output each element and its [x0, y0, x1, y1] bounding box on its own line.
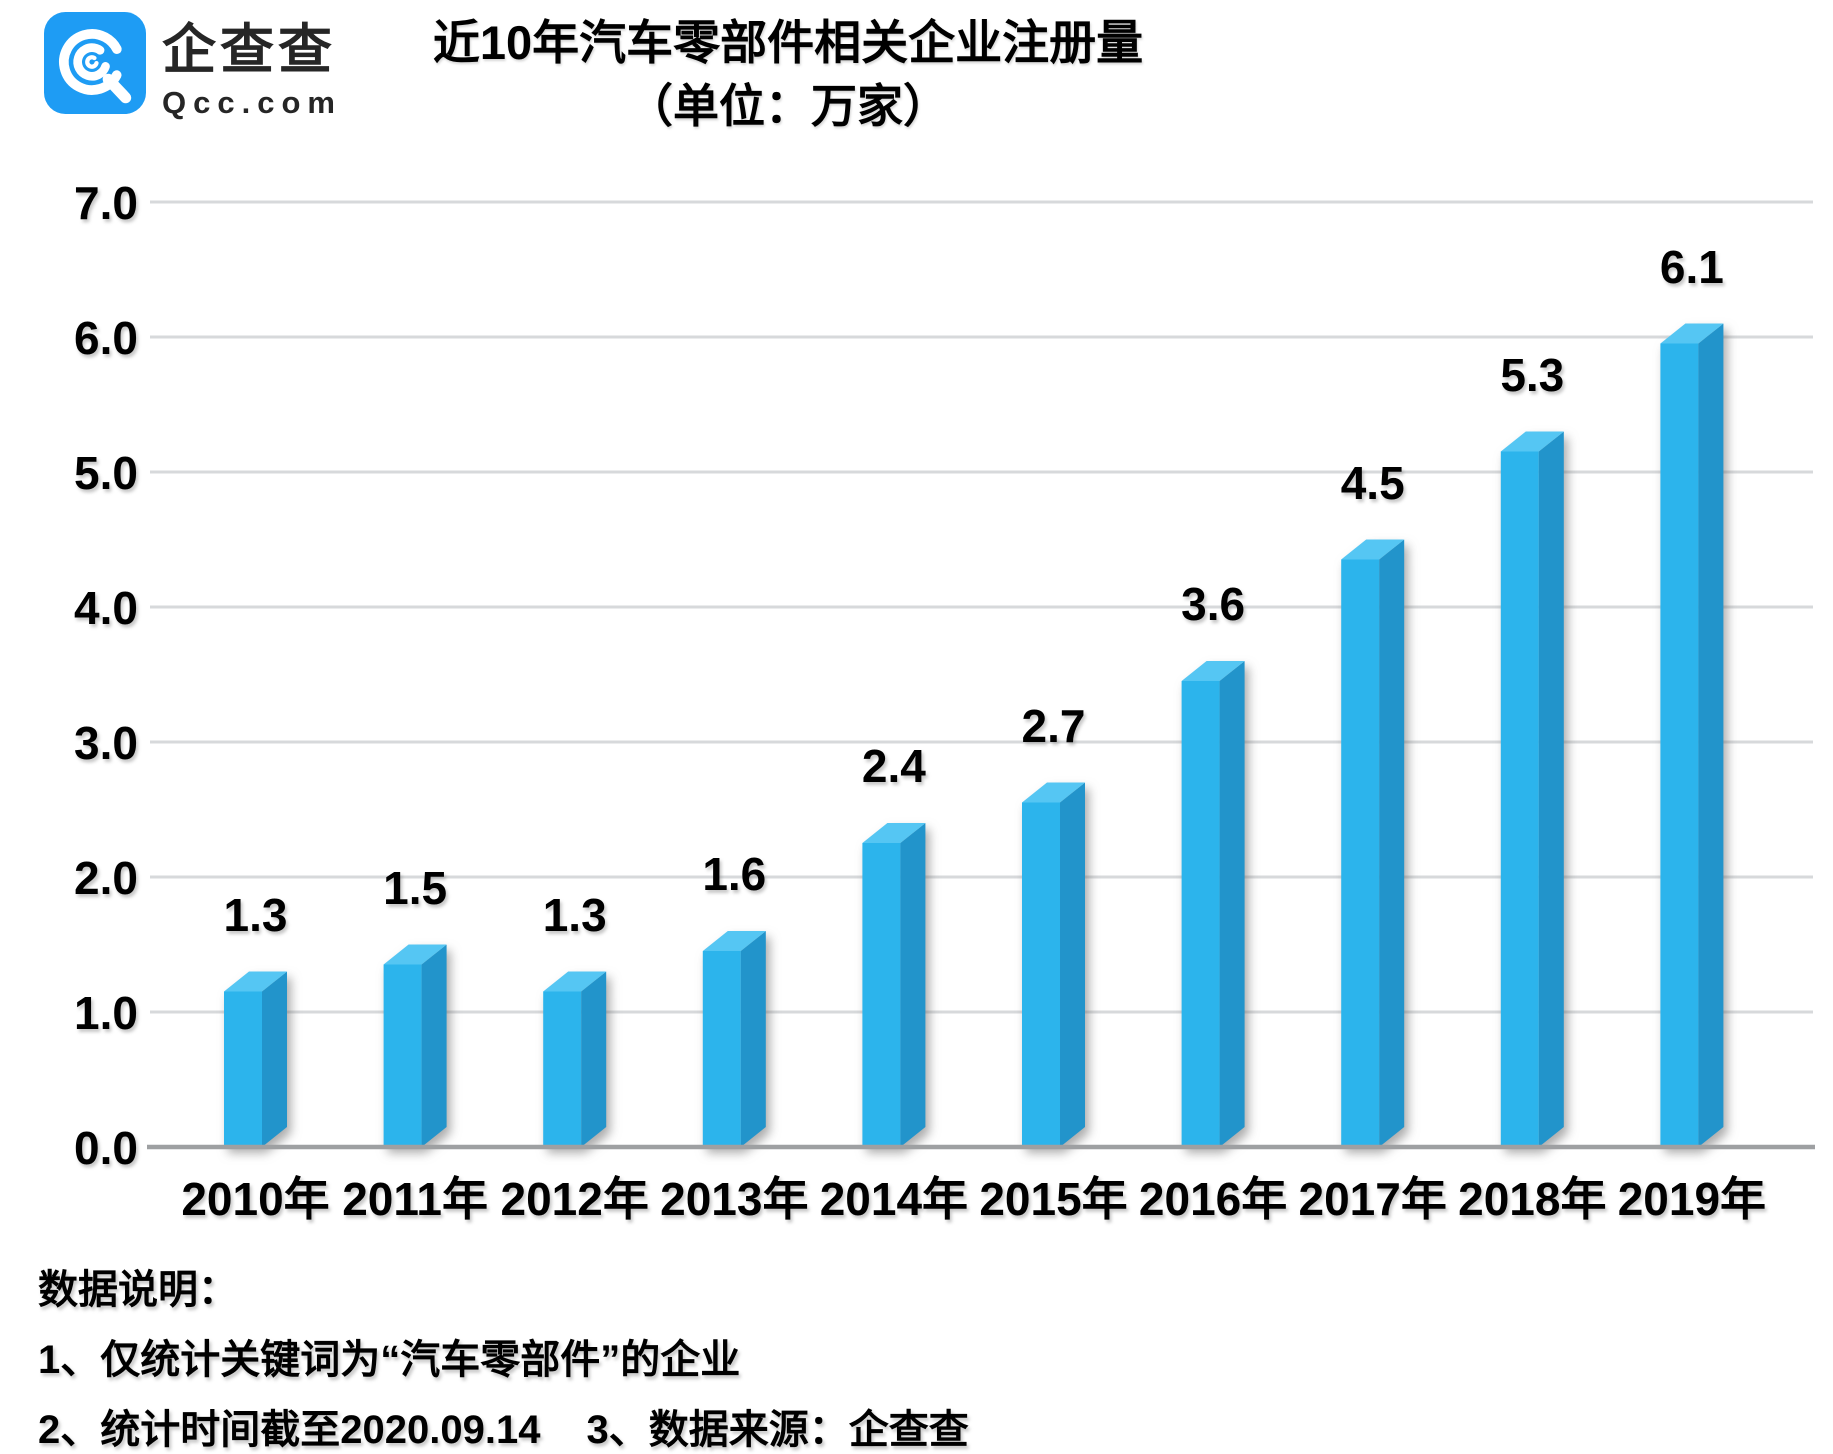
chart-title: 近10年汽车零部件相关企业注册量 [432, 16, 1144, 69]
bar-2017年 [1341, 539, 1405, 1147]
bar-top-face [1181, 661, 1245, 681]
y-axis-label: 0.0 [74, 1122, 138, 1174]
bar-top-face [1022, 782, 1085, 803]
bar-front-face [1660, 343, 1699, 1147]
bar-2013年 [702, 931, 766, 1147]
x-axis-label: 2012年 [500, 1173, 649, 1225]
bar-value-label: 2.7 [1021, 699, 1086, 752]
bar-top-face [1341, 539, 1405, 560]
bar-2018年 [1500, 431, 1564, 1147]
bar-front-face [702, 951, 741, 1147]
bar-front-face [1022, 802, 1060, 1147]
logo-middle-ring [73, 43, 111, 81]
chart-title-block: 近10年汽车零部件相关企业注册量 （单位：万家） [0, 16, 1576, 133]
bar-2019年 [1660, 323, 1724, 1147]
x-axis-label: 2015年 [979, 1173, 1128, 1225]
bar-side-face [421, 944, 447, 1147]
footnote-heading: 数据说明： [38, 1268, 238, 1312]
bar-top-face [1660, 323, 1724, 344]
bar-value-label: 2.4 [861, 740, 926, 792]
bar-top-face [1500, 431, 1564, 452]
bar-2011年 [383, 944, 447, 1147]
bar-value-label: 5.3 [1500, 348, 1565, 401]
bar-top-face [383, 944, 447, 965]
bar-side-face [1698, 323, 1724, 1147]
bar-front-face [1181, 681, 1220, 1147]
bar-2010年 [224, 971, 287, 1147]
bars-group [224, 323, 1724, 1147]
bar-side-face [1538, 431, 1564, 1147]
bar-value-label: 4.5 [1340, 456, 1405, 509]
qcc-logo: 企查查 Qcc.com [44, 12, 342, 121]
bar-side-face [900, 823, 926, 1147]
logo-center-c [85, 55, 99, 69]
bar-top-face [543, 971, 607, 992]
bar-side-face [740, 931, 766, 1147]
y-axis-label: 2.0 [74, 852, 138, 904]
bar-front-face [862, 843, 901, 1147]
y-axis-label: 6.0 [74, 312, 138, 364]
bar-side-face [1219, 661, 1245, 1147]
footnote-1: 1、仅统计关键词为“汽车零部件”的企业 [38, 1338, 741, 1382]
y-axis-label: 4.0 [74, 582, 138, 634]
x-axis-label: 2011年 [342, 1173, 488, 1225]
bar-value-label: 1.3 [223, 888, 288, 941]
logo-q-tail [102, 73, 132, 104]
bar-side-face [581, 971, 607, 1147]
bar-side-face [262, 971, 287, 1147]
bar-2015年 [1022, 782, 1085, 1147]
brand-domain: Qcc.com [162, 84, 342, 120]
brand-text: 企查查 Qcc.com [162, 12, 342, 121]
footnote-2: 2、统计时间截至2020.09.14 [38, 1408, 541, 1452]
x-axis-label: 2014年 [819, 1173, 969, 1225]
bar-front-face [383, 964, 422, 1147]
y-axis-label: 1.0 [74, 987, 138, 1039]
y-axis-label: 5.0 [74, 447, 138, 499]
bar-front-face [1500, 451, 1539, 1147]
brand-name: 企查查 [162, 20, 336, 80]
qcc-logo-icon [44, 12, 146, 114]
bar-2016年 [1181, 661, 1245, 1147]
footnote-2-3: 2、统计时间截至2020.09.14 3、数据来源：企查查 [38, 1406, 969, 1454]
bar-value-label: 1.6 [702, 848, 767, 900]
bar-top-face [862, 823, 926, 843]
bar-value-label: 3.6 [1181, 578, 1246, 630]
bar-side-face [1379, 539, 1405, 1147]
y-axis-label: 3.0 [74, 717, 138, 769]
bar-2012年 [543, 971, 607, 1147]
footnote-3: 3、数据来源：企查查 [586, 1408, 969, 1452]
bar-top-face [702, 931, 766, 951]
bar-front-face [1341, 559, 1380, 1147]
bar-2014年 [862, 823, 926, 1147]
x-axis-label: 2013年 [660, 1173, 809, 1225]
logo-outer-ring [59, 29, 125, 95]
bar-top-face [224, 971, 287, 992]
bar-value-label: 6.1 [1659, 240, 1724, 293]
x-axis-label: 2018年 [1458, 1173, 1607, 1225]
y-axis-label: 7.0 [74, 177, 138, 229]
bar-front-face [543, 991, 582, 1147]
bar-front-face [224, 991, 262, 1147]
x-axis-label: 2016年 [1138, 1173, 1288, 1225]
bar-value-label: 1.3 [542, 888, 607, 941]
bar-value-label: 1.5 [383, 861, 448, 914]
x-axis-label: 2017年 [1298, 1173, 1447, 1225]
bar-side-face [1060, 782, 1085, 1147]
x-axis-label: 2019年 [1617, 1173, 1767, 1225]
x-axis-label: 2010年 [181, 1173, 330, 1225]
chart-unit-subtitle: （单位：万家） [627, 80, 949, 133]
